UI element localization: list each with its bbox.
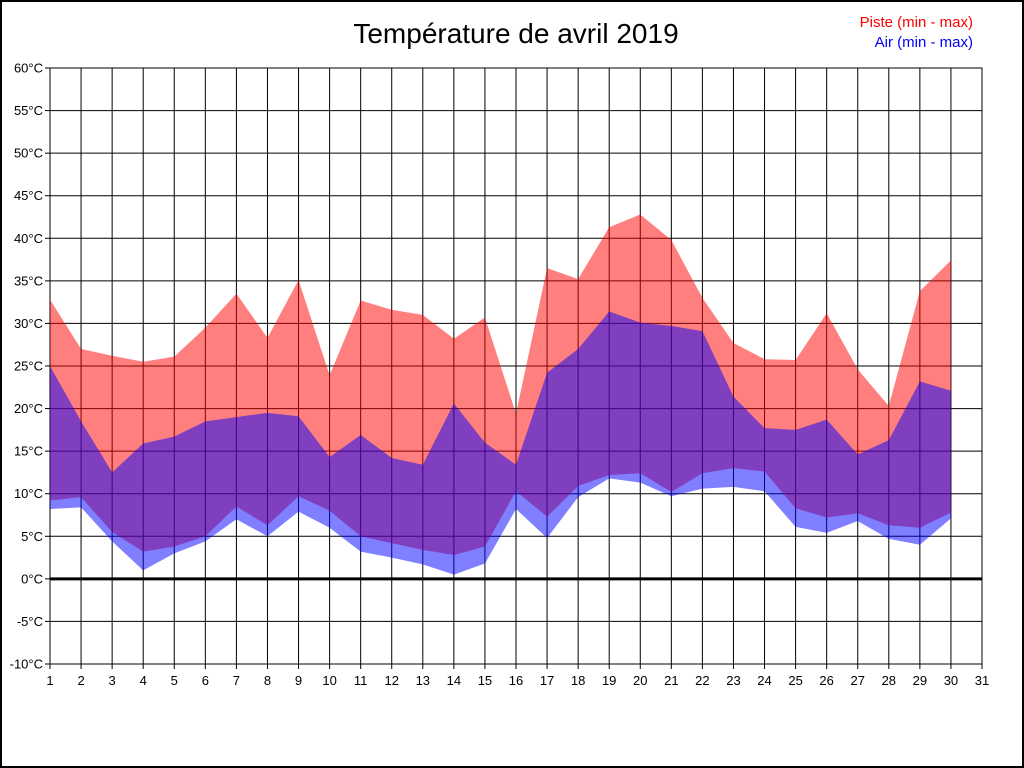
y-tick-label: 50°C	[14, 146, 43, 161]
x-tick-label: 1	[46, 673, 53, 688]
x-tick-label: 25	[788, 673, 802, 688]
x-tick-label: 29	[913, 673, 927, 688]
x-tick-label: 21	[664, 673, 678, 688]
y-tick-label: 10°C	[14, 486, 43, 501]
x-tick-label: 26	[819, 673, 833, 688]
x-tick-label: 19	[602, 673, 616, 688]
x-tick-label: 17	[540, 673, 554, 688]
y-tick-label: 55°C	[14, 103, 43, 118]
x-tick-label: 22	[695, 673, 709, 688]
x-tick-label: 16	[509, 673, 523, 688]
x-tick-label: 9	[295, 673, 302, 688]
x-tick-label: 27	[850, 673, 864, 688]
x-tick-label: 14	[447, 673, 461, 688]
x-tick-label: 4	[140, 673, 147, 688]
axis-layer: 60°C55°C50°C45°C40°C35°C30°C25°C20°C15°C…	[10, 61, 990, 689]
y-tick-label: -5°C	[17, 614, 43, 629]
y-tick-label: 60°C	[14, 61, 43, 76]
x-tick-label: 8	[264, 673, 271, 688]
x-tick-label: 6	[202, 673, 209, 688]
y-tick-label: 40°C	[14, 231, 43, 246]
legend-piste-label: Piste (min - max)	[860, 14, 973, 31]
air-band	[50, 311, 951, 575]
x-tick-label: 18	[571, 673, 585, 688]
x-tick-label: 3	[109, 673, 116, 688]
y-tick-label: 5°C	[21, 529, 43, 544]
x-tick-label: 24	[757, 673, 771, 688]
x-tick-label: 23	[726, 673, 740, 688]
band-layer	[50, 214, 951, 575]
y-tick-label: -10°C	[10, 657, 43, 672]
y-tick-label: 25°C	[14, 359, 43, 374]
y-tick-label: 45°C	[14, 188, 43, 203]
x-tick-label: 30	[944, 673, 958, 688]
y-tick-label: 0°C	[21, 571, 43, 586]
x-tick-label: 20	[633, 673, 647, 688]
x-tick-label: 5	[171, 673, 178, 688]
x-tick-label: 15	[478, 673, 492, 688]
x-tick-label: 11	[354, 673, 368, 688]
x-tick-label: 31	[975, 673, 989, 688]
x-tick-label: 13	[416, 673, 430, 688]
y-tick-label: 30°C	[14, 316, 43, 331]
chart-title: Température de avril 2019	[353, 18, 678, 49]
y-tick-label: 35°C	[14, 273, 43, 288]
y-tick-label: 20°C	[14, 401, 43, 416]
x-tick-label: 10	[322, 673, 336, 688]
legend-air-label: Air (min - max)	[875, 34, 973, 51]
x-tick-label: 12	[384, 673, 398, 688]
x-tick-label: 2	[77, 673, 84, 688]
x-tick-label: 28	[882, 673, 896, 688]
x-tick-label: 7	[233, 673, 240, 688]
y-tick-label: 15°C	[14, 444, 43, 459]
